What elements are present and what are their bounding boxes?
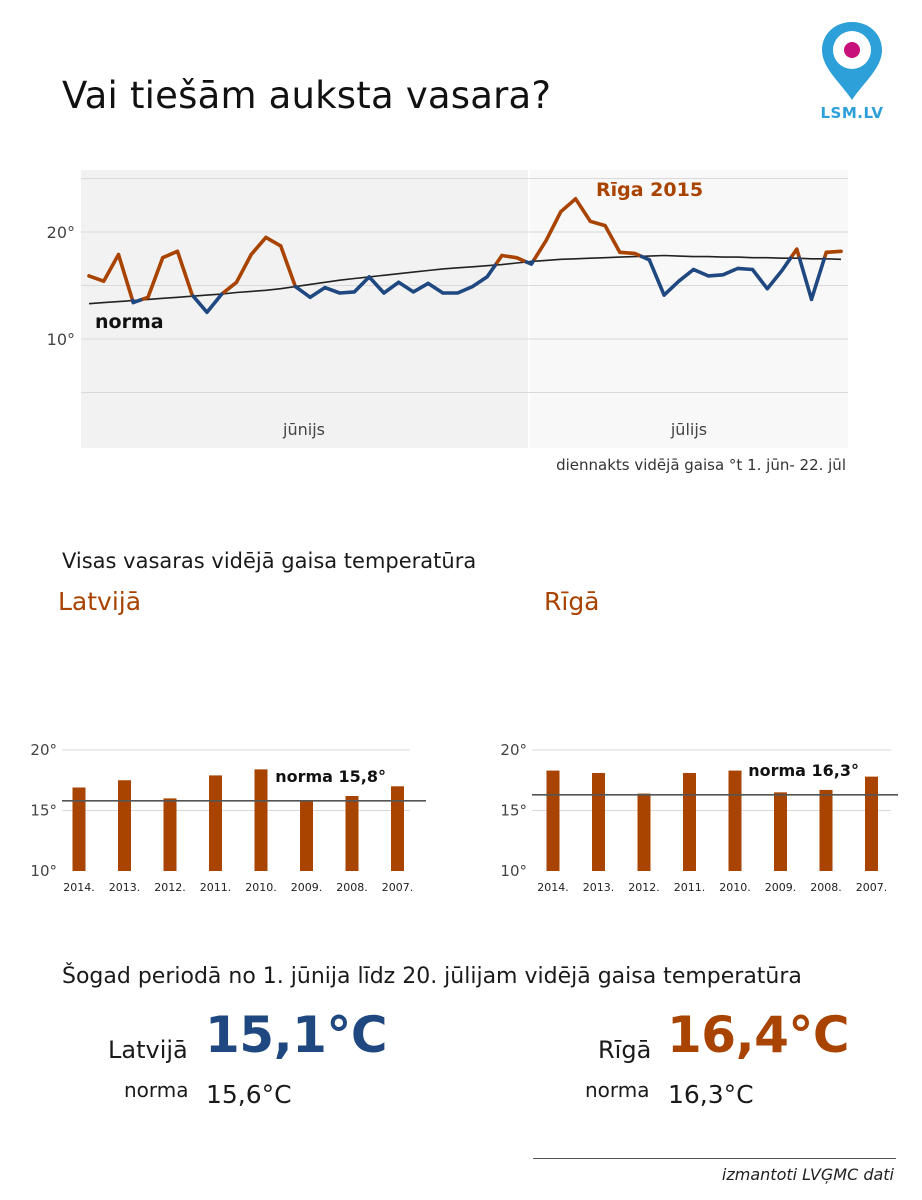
- x-tick-label: 2009.: [765, 881, 797, 894]
- y-tick-label: 15°: [30, 802, 57, 820]
- source-note: izmantoti LVĢMC dati: [721, 1165, 894, 1184]
- daily-chart-caption: diennakts vidējā gaisa °t 1. jūn- 22. jū…: [556, 456, 846, 474]
- y-tick-label: 10°: [47, 330, 75, 349]
- bar: [637, 793, 651, 871]
- y-tick-label: 10°: [500, 862, 527, 880]
- y-tick-label: 10°: [30, 862, 57, 880]
- y-tick-label: 15°: [500, 802, 527, 820]
- bar: [728, 770, 742, 871]
- x-tick-label: 2009.: [291, 881, 323, 894]
- x-tick-label: 2007.: [856, 881, 888, 894]
- period-heading: Šogad periodā no 1. jūnija līdz 20. jūli…: [62, 964, 802, 989]
- x-tick-label: 2014.: [537, 881, 569, 894]
- x-tick-label: 2011.: [674, 881, 706, 894]
- daily-y-axis: 10° 20°: [47, 223, 75, 349]
- x-tick-label: 2012.: [628, 881, 660, 894]
- x-tick-label: 2012.: [154, 881, 186, 894]
- bar: [300, 800, 313, 871]
- lsm-logo[interactable]: LSM.LV: [818, 18, 886, 128]
- july-panel: [530, 170, 848, 448]
- source-divider: [533, 1158, 896, 1159]
- norm-label: norma 15,8°: [275, 767, 386, 786]
- bar: [345, 795, 359, 871]
- bar: [592, 772, 605, 871]
- bar: [209, 775, 222, 871]
- bar: [819, 789, 833, 871]
- june-panel: [81, 170, 528, 448]
- riga-label: Rīgā: [598, 1036, 652, 1064]
- x-tick-label: 2014.: [63, 881, 95, 894]
- latvia-value: 15,1°C: [205, 1006, 388, 1064]
- bar: [546, 770, 560, 871]
- x-tick-label: 2013.: [583, 881, 615, 894]
- page-title: Vai tiešām auksta vasara?: [62, 74, 552, 117]
- summer-average-heading: Visas vasaras vidējā gaisa temperatūra: [62, 549, 477, 573]
- bar: [72, 787, 86, 871]
- x-tick-label: 2010.: [245, 881, 277, 894]
- bar: [391, 786, 404, 871]
- x-tick-label: 2007.: [382, 881, 414, 894]
- bar: [683, 772, 696, 871]
- riga-value: 16,4°C: [667, 1006, 850, 1064]
- norm-label: norma 16,3°: [748, 761, 859, 780]
- norm-label: norma: [95, 311, 164, 333]
- series-label-riga-2015: Rīga 2015: [596, 179, 703, 201]
- bar: [774, 792, 787, 871]
- latvia-bar-chart: Latvijā 10° 15° 20° 2014. 2013. 2012. 2011. 20…: [30, 587, 426, 894]
- riga-bar-chart: Rīgā 10° 15° 20° 2014. 2013. 2012. 2011. 2010.…: [500, 587, 898, 894]
- latvia-norm-value: 15,6°C: [206, 1080, 292, 1109]
- bar: [163, 798, 177, 871]
- y-tick-label: 20°: [500, 741, 527, 759]
- x-tick-label: 2011.: [200, 881, 232, 894]
- riga-norm-label: norma: [585, 1078, 650, 1102]
- latvia-norm-label: norma: [124, 1078, 189, 1102]
- x-tick-label: 2010.: [719, 881, 751, 894]
- riga-2015-line-below-norm: [130, 254, 826, 315]
- bar-chart-title: Rīgā: [544, 587, 600, 616]
- bar-chart-title: Latvijā: [58, 587, 141, 616]
- norm-line: [88, 254, 842, 305]
- bar: [865, 776, 878, 871]
- y-tick-label: 20°: [47, 223, 75, 242]
- location-pin-icon: [822, 22, 882, 100]
- x-tick-label: 2013.: [109, 881, 141, 894]
- y-tick-label: 20°: [30, 741, 57, 759]
- month-label-july: jūlijs: [670, 420, 707, 439]
- bar: [118, 780, 131, 871]
- daily-gridlines: [81, 178, 848, 393]
- x-tick-label: 2008.: [810, 881, 842, 894]
- month-label-june: jūnijs: [282, 420, 325, 439]
- riga-norm-value: 16,3°C: [668, 1080, 754, 1109]
- logo-text: LSM.LV: [820, 104, 884, 122]
- daily-temperature-chart: 10° 20° jūnijs jūlijs Rīga 2015 norma die…: [47, 170, 848, 474]
- bar: [254, 769, 268, 871]
- x-tick-label: 2008.: [336, 881, 368, 894]
- latvia-label: Latvijā: [108, 1036, 188, 1064]
